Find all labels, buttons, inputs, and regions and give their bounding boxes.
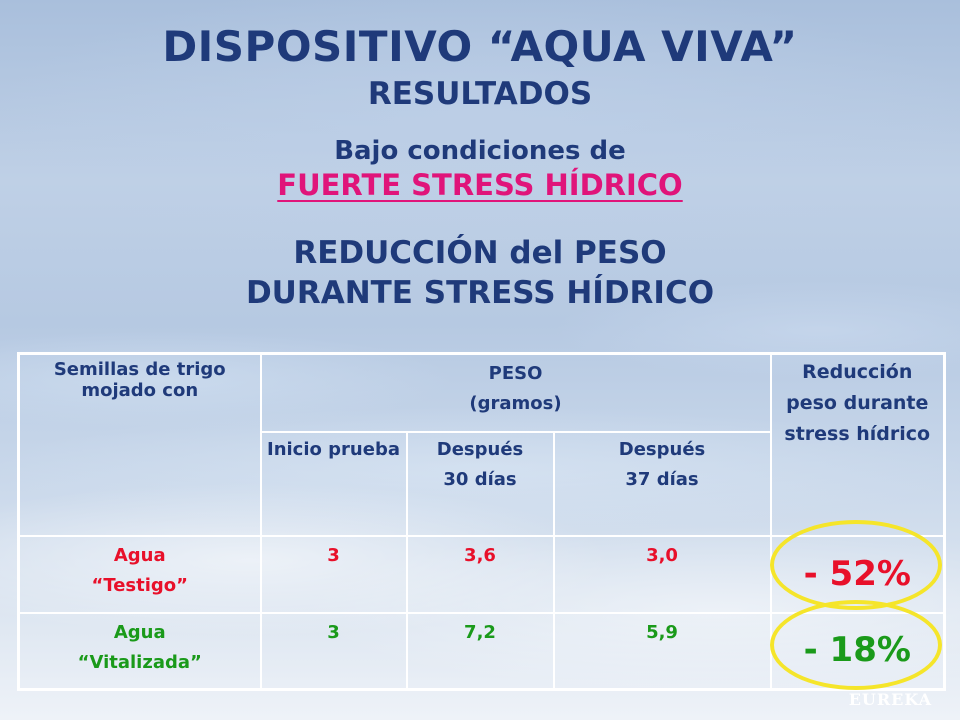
condition-intro: Bajo condiciones de: [334, 136, 626, 166]
subheader-30-dias: Después 30 días: [405, 430, 555, 537]
row-label-testigo: Agua “Testigo”: [17, 534, 262, 614]
highlight-oval: [770, 520, 942, 610]
section-title-line1: REDUCCIÓN del PESO: [293, 235, 667, 271]
table-header-row: Semillas de trigo mojado con PESO (gramo…: [17, 352, 946, 537]
header-peso: PESO (gramos): [259, 352, 772, 433]
row-label-line2: “Vitalizada”: [77, 651, 202, 673]
subheader-37-line1: Después: [618, 438, 706, 460]
header-peso-line2: (gramos): [469, 393, 562, 414]
header-peso-line1: PESO: [488, 363, 543, 384]
cell-inicio: 3: [259, 611, 408, 691]
subheader-30-line1: Después: [436, 438, 524, 460]
condition-highlight-text: FUERTE STRESS HÍDRICO: [277, 168, 683, 202]
highlight-oval: [770, 600, 942, 690]
subheader-37-dias: Después 37 días: [552, 430, 772, 537]
header-seeds: Semillas de trigo mojado con: [17, 352, 262, 537]
cell-37-dias: 3,0: [552, 534, 772, 614]
footer-brand: EUREKA: [848, 690, 932, 709]
row-label-line1: Agua: [113, 621, 166, 643]
cell-30-dias: 3,6: [405, 534, 555, 614]
cell-30-dias: 7,2: [405, 611, 555, 691]
subheader-30-line2: 30 días: [443, 468, 517, 490]
row-label-vitalizada: Agua “Vitalizada”: [17, 611, 262, 691]
cell-37-dias: 5,9: [552, 611, 772, 691]
header-reduction: Reducción peso durante stress hídrico: [769, 352, 946, 537]
subheader-inicio: Inicio prueba: [259, 430, 408, 537]
slide-title: DISPOSITIVO “AQUA VIVA”: [162, 22, 798, 71]
slide-subtitle: RESULTADOS: [367, 76, 593, 112]
table-subheader-row: Inicio prueba Después 30 días Después 37…: [19, 430, 945, 537]
condition-highlight: FUERTE STRESS HÍDRICO: [0, 168, 960, 202]
cell-inicio: 3: [259, 534, 408, 614]
subheader-37-line2: 37 días: [625, 468, 699, 490]
section-title: REDUCCIÓN del PESO DURANTE STRESS HÍDRIC…: [0, 233, 960, 313]
row-label-line2: “Testigo”: [91, 574, 189, 596]
section-title-line2: DURANTE STRESS HÍDRICO: [245, 275, 715, 311]
row-label-line1: Agua: [113, 544, 166, 566]
